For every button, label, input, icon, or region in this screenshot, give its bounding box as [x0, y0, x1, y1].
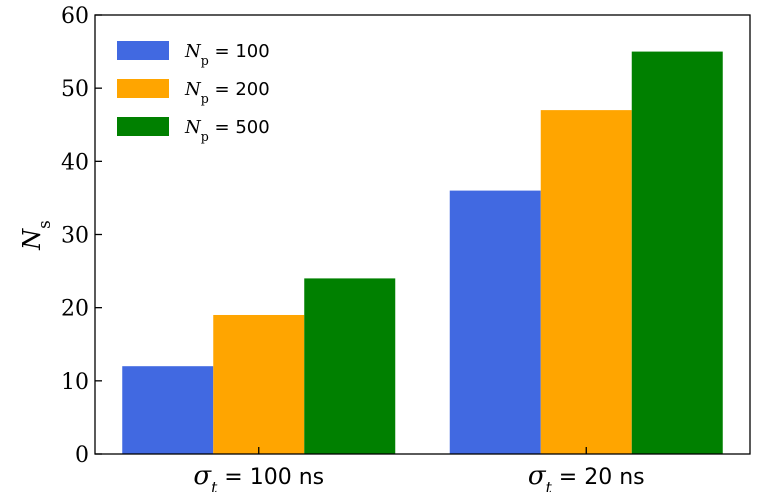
- bar-series3-cat1: [304, 278, 396, 454]
- legend-label: Np = 500: [184, 117, 270, 144]
- legend-label: Np = 100: [184, 41, 270, 68]
- y-axis-label: Ns: [18, 220, 54, 251]
- bar-series2-cat1: [213, 314, 305, 454]
- x-tick-label: σt = 20 ns: [528, 461, 645, 492]
- bar-series1-cat1: [122, 366, 214, 454]
- legend-swatch: [117, 79, 169, 98]
- bar-series2-cat2: [540, 110, 632, 454]
- y-tick-label: 60: [61, 4, 89, 29]
- legend-label: Np = 200: [184, 79, 270, 106]
- y-tick-label: 0: [75, 443, 89, 468]
- bar-series3-cat2: [631, 51, 723, 454]
- legend-swatch: [117, 117, 169, 136]
- y-ticks-group: 0 10 20 30 40 50 60: [61, 4, 102, 468]
- y-tick-label: 30: [61, 224, 89, 249]
- legend-swatch: [117, 41, 169, 60]
- y-tick-label: 20: [61, 297, 89, 322]
- x-tick-label: σt = 100 ns: [193, 461, 324, 492]
- svg-text:Ns: Ns: [18, 220, 54, 251]
- y-axis-label-text: Ns: [18, 220, 54, 251]
- bar-series1-cat2: [449, 190, 541, 454]
- y-tick-label: 10: [61, 370, 89, 395]
- y-tick-label: 40: [61, 150, 89, 175]
- y-tick-label: 50: [61, 77, 89, 102]
- x-ticks-group: σt = 100 ns σt = 20 ns: [193, 447, 645, 492]
- bars-group: [122, 51, 723, 454]
- legend: Np = 100 Np = 200 Np = 500: [117, 41, 270, 144]
